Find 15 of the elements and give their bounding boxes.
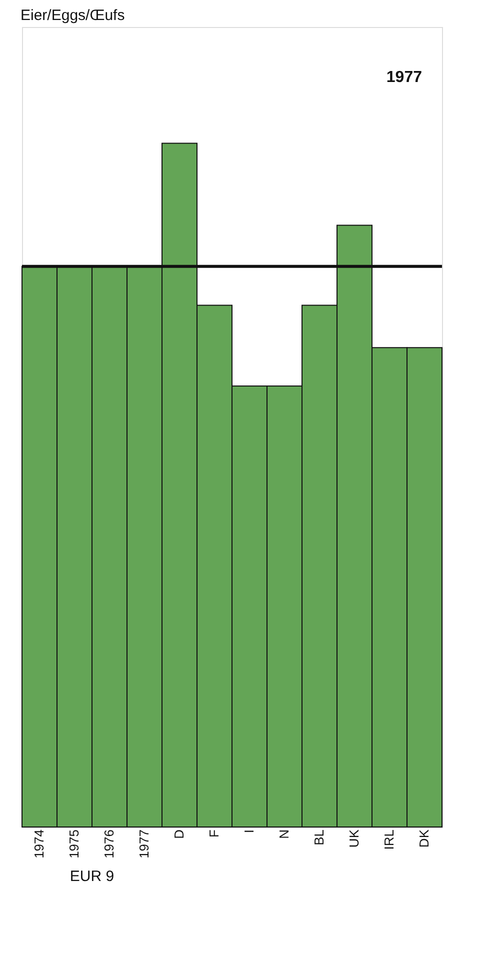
- x-tick-label: DK: [416, 829, 432, 848]
- x-tick-label: N: [276, 830, 292, 839]
- x-tick-label: 1974: [32, 830, 46, 858]
- x-tick-label: UK: [346, 829, 362, 848]
- x-tick-label: 1975: [66, 830, 82, 858]
- x-tick-label: F: [206, 829, 222, 838]
- x-tick-label: 1977: [136, 830, 152, 858]
- x-tick-label: 1976: [102, 830, 116, 858]
- x-tick-label: D: [172, 830, 186, 839]
- x-tick-label: IRL: [382, 830, 396, 850]
- text: EUR 9: [70, 868, 114, 885]
- x-tick-label: BL: [312, 830, 326, 846]
- chart-title: Eier/Eggs/Œufs: [20, 7, 125, 24]
- x-tick-label: I: [242, 830, 256, 834]
- text: 1977: [386, 69, 422, 86]
